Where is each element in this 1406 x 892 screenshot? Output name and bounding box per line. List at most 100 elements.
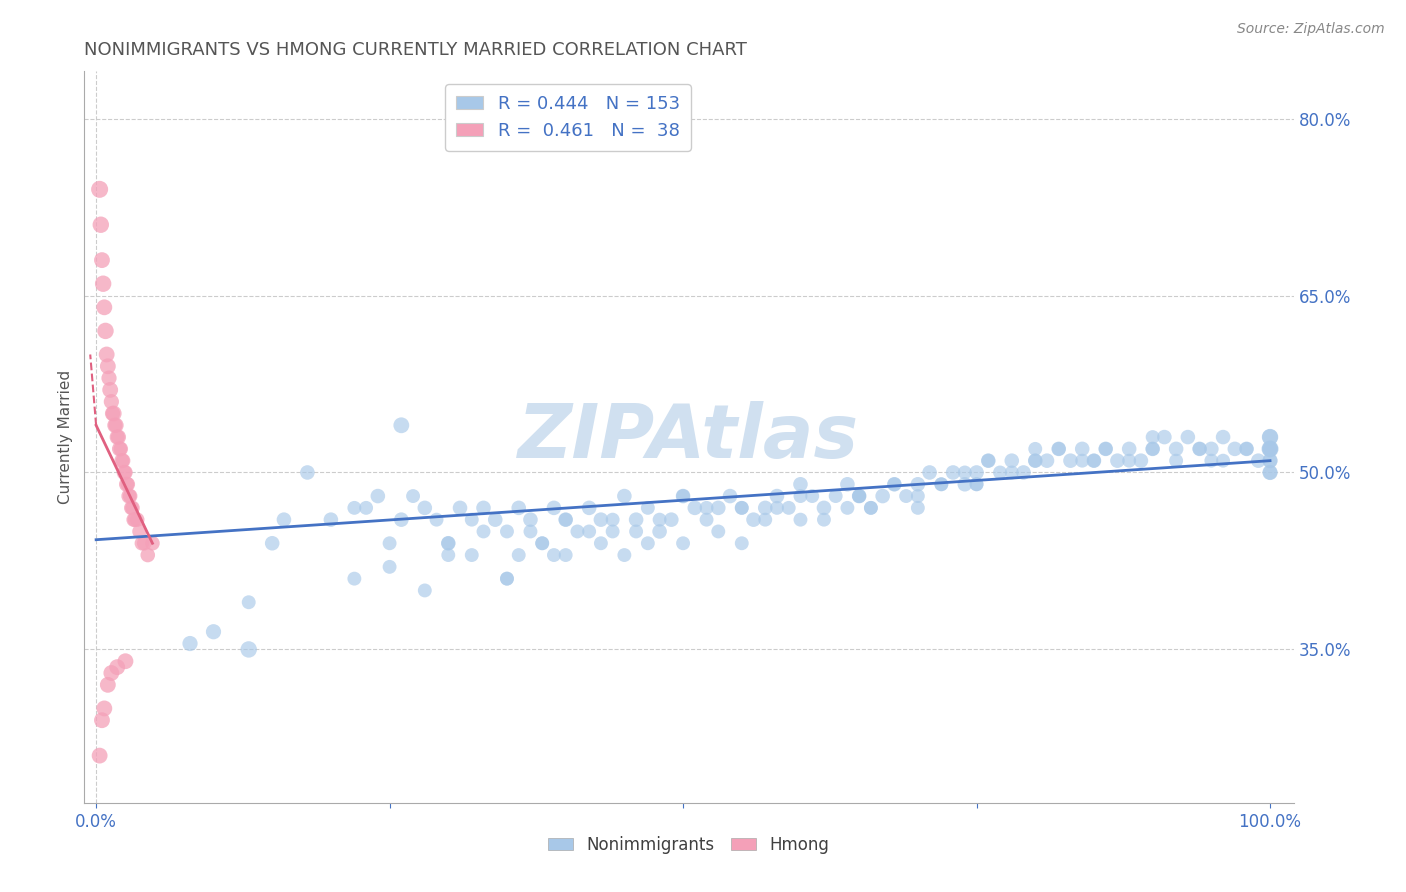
Point — [953, 477, 976, 491]
Point — [484, 513, 506, 527]
Point — [637, 500, 659, 515]
Point — [389, 418, 412, 433]
Point — [1201, 442, 1223, 456]
Point — [683, 500, 706, 515]
Point — [1258, 453, 1281, 467]
Point — [531, 536, 554, 550]
Point — [367, 489, 389, 503]
Point — [89, 748, 111, 763]
Point — [98, 371, 121, 385]
Point — [966, 477, 988, 491]
Legend: Nonimmigrants, Hmong: Nonimmigrants, Hmong — [541, 829, 837, 860]
Point — [297, 466, 319, 480]
Point — [120, 489, 142, 503]
Point — [93, 701, 115, 715]
Point — [472, 500, 495, 515]
Point — [402, 489, 425, 503]
Point — [859, 500, 882, 515]
Point — [1212, 430, 1234, 444]
Point — [648, 513, 671, 527]
Point — [519, 513, 541, 527]
Point — [273, 513, 295, 527]
Point — [96, 347, 118, 361]
Point — [461, 548, 484, 562]
Point — [883, 477, 905, 491]
Point — [496, 572, 519, 586]
Point — [94, 324, 117, 338]
Point — [202, 624, 225, 639]
Point — [1083, 453, 1105, 467]
Point — [766, 500, 789, 515]
Point — [117, 477, 139, 491]
Point — [100, 666, 122, 681]
Point — [1247, 453, 1270, 467]
Point — [1036, 453, 1059, 467]
Point — [848, 489, 870, 503]
Point — [1118, 453, 1140, 467]
Point — [1177, 430, 1199, 444]
Point — [104, 418, 127, 433]
Point — [977, 453, 1000, 467]
Point — [531, 536, 554, 550]
Point — [1236, 442, 1258, 456]
Point — [672, 536, 695, 550]
Point — [141, 536, 163, 550]
Point — [496, 524, 519, 539]
Point — [110, 442, 132, 456]
Point — [354, 500, 377, 515]
Point — [883, 477, 905, 491]
Point — [672, 489, 695, 503]
Point — [343, 500, 366, 515]
Point — [90, 218, 112, 232]
Point — [907, 500, 929, 515]
Point — [731, 536, 754, 550]
Point — [1024, 442, 1046, 456]
Point — [319, 513, 342, 527]
Point — [1129, 453, 1152, 467]
Point — [114, 466, 136, 480]
Point — [602, 524, 624, 539]
Point — [1071, 453, 1094, 467]
Point — [894, 489, 917, 503]
Point — [105, 430, 128, 444]
Point — [907, 489, 929, 503]
Point — [1094, 442, 1116, 456]
Point — [848, 489, 870, 503]
Point — [1012, 466, 1035, 480]
Point — [105, 418, 128, 433]
Point — [988, 466, 1011, 480]
Point — [1118, 442, 1140, 456]
Point — [120, 500, 142, 515]
Point — [238, 642, 260, 657]
Point — [953, 466, 976, 480]
Point — [624, 524, 647, 539]
Point — [742, 513, 765, 527]
Point — [624, 513, 647, 527]
Point — [859, 500, 882, 515]
Point — [1212, 453, 1234, 467]
Point — [966, 477, 988, 491]
Point — [789, 489, 811, 503]
Point — [1236, 442, 1258, 456]
Point — [848, 489, 870, 503]
Point — [578, 500, 600, 515]
Point — [461, 513, 484, 527]
Point — [98, 383, 121, 397]
Point — [103, 407, 125, 421]
Point — [931, 477, 953, 491]
Point — [343, 572, 366, 586]
Point — [554, 513, 576, 527]
Point — [91, 713, 114, 727]
Point — [672, 489, 695, 503]
Point — [1258, 442, 1281, 456]
Point — [707, 524, 730, 539]
Point — [766, 489, 789, 503]
Point — [1188, 442, 1211, 456]
Text: ZIPAtlas: ZIPAtlas — [519, 401, 859, 474]
Point — [778, 500, 800, 515]
Point — [718, 489, 741, 503]
Point — [731, 500, 754, 515]
Point — [131, 536, 153, 550]
Point — [1047, 442, 1070, 456]
Point — [789, 513, 811, 527]
